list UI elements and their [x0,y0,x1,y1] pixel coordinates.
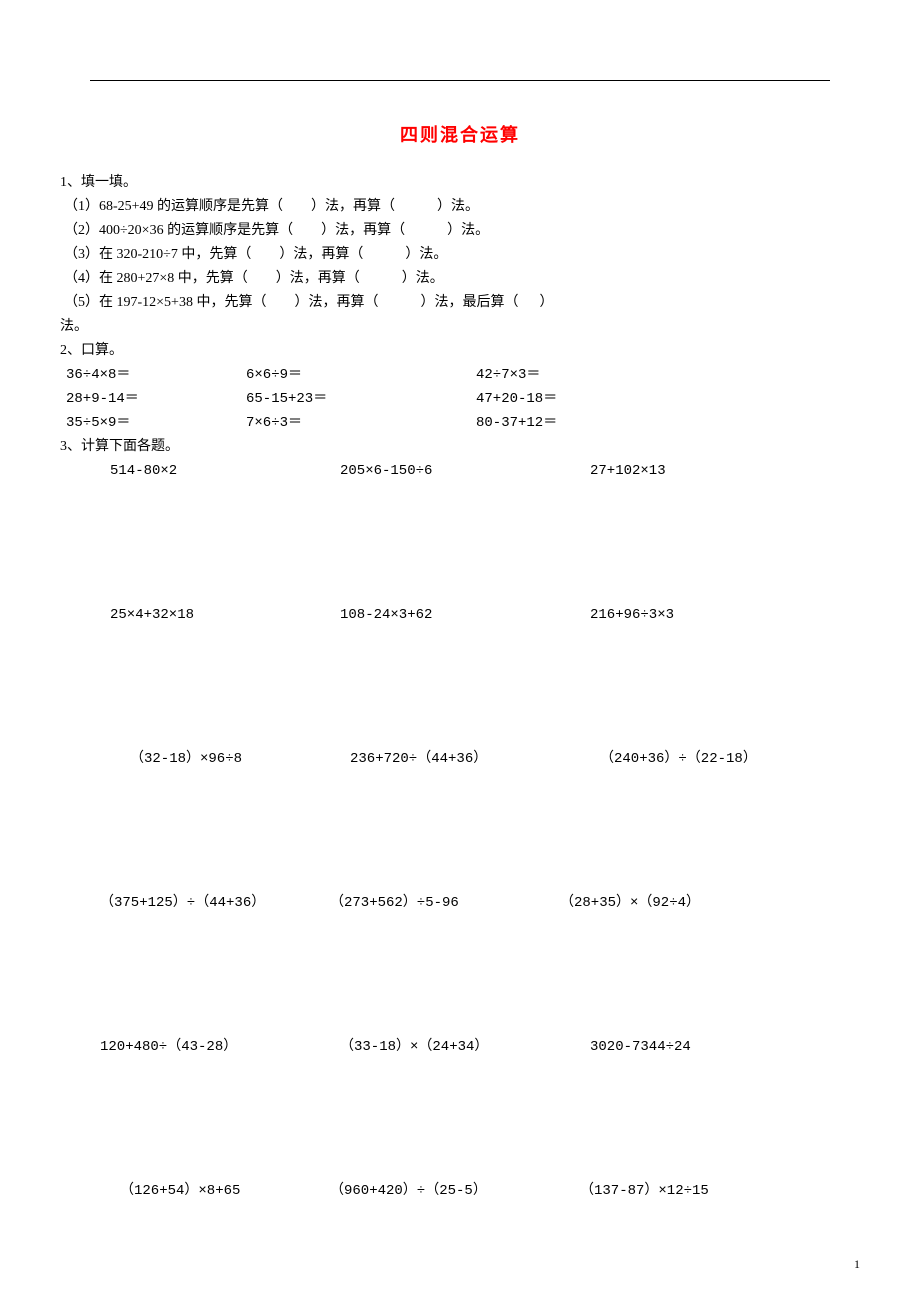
mm-1-3: 42÷7×3＝ [476,363,676,387]
mm-2-2: 65-15+23＝ [246,387,476,411]
c-1-1: 514-80×2 [110,459,340,483]
mm-2-1: 28+9-14＝ [66,387,246,411]
mm-3-1: 35÷5×9＝ [66,411,246,435]
mental-row-3: 35÷5×9＝ 7×6÷3＝ 80-37+12＝ [60,411,860,435]
compute-row-2: 25×4+32×18 108-24×3+62 216+96÷3×3 [60,603,860,627]
c-1-2: 205×6-150÷6 [340,459,590,483]
page-title: 四则混合运算 [60,121,860,147]
mm-1-1: 36÷4×8＝ [66,363,246,387]
fill-item-5b: 法。 [60,315,860,339]
c-4-2: （273+562）÷5-96 [330,891,560,915]
fill-item-4: （4）在 280+27×8 中，先算（ ）法，再算（ ）法。 [60,267,860,291]
c-5-1: 120+480÷（43-28） [100,1035,340,1059]
mm-3-3: 80-37+12＝ [476,411,676,435]
mm-3-2: 7×6÷3＝ [246,411,476,435]
mm-1-2: 6×6÷9＝ [246,363,476,387]
c-2-3: 216+96÷3×3 [590,603,820,627]
fill-item-3: （3）在 320-210÷7 中，先算（ ）法，再算（ ）法。 [60,243,860,267]
c-6-1: （126+54）×8+65 [120,1179,330,1203]
compute-row-6: （126+54）×8+65 （960+420）÷（25-5） （137-87）×… [60,1179,860,1203]
compute-row-3: （32-18）×96÷8 236+720÷（44+36） （240+36）÷（2… [60,747,860,771]
c-2-2: 108-24×3+62 [340,603,590,627]
compute-row-1: 514-80×2 205×6-150÷6 27+102×13 [60,459,860,483]
c-4-3: （28+35）×（92÷4） [560,891,790,915]
fill-item-2: （2）400÷20×36 的运算顺序是先算（ ）法，再算（ ）法。 [60,219,860,243]
compute-row-5: 120+480÷（43-28） （33-18）×（24+34） 3020-734… [60,1035,860,1059]
c-2-1: 25×4+32×18 [110,603,340,627]
c-6-2: （960+420）÷（25-5） [330,1179,580,1203]
fill-item-1: （1）68-25+49 的运算顺序是先算（ ）法，再算（ ）法。 [60,195,860,219]
mental-row-1: 36÷4×8＝ 6×6÷9＝ 42÷7×3＝ [60,363,860,387]
c-3-3: （240+36）÷（22-18） [600,747,830,771]
c-3-2: 236+720÷（44+36） [350,747,600,771]
mm-2-3: 47+20-18＝ [476,387,676,411]
c-5-2: （33-18）×（24+34） [340,1035,590,1059]
section-3-heading: 3、计算下面各题。 [60,435,860,459]
c-5-3: 3020-7344÷24 [590,1035,820,1059]
section-2-heading: 2、口算。 [60,339,860,363]
mental-row-2: 28+9-14＝ 65-15+23＝ 47+20-18＝ [60,387,860,411]
fill-item-5a: （5）在 197-12×5+38 中，先算（ ）法，再算（ ）法，最后算（ ） [60,291,860,315]
compute-row-4: （375+125）÷（44+36） （273+562）÷5-96 （28+35）… [60,891,860,915]
c-4-1: （375+125）÷（44+36） [100,891,330,915]
page-number: 1 [854,1257,860,1272]
c-3-1: （32-18）×96÷8 [130,747,350,771]
section-1-heading: 1、填一填。 [60,171,860,195]
top-rule [90,80,830,81]
c-1-3: 27+102×13 [590,459,820,483]
c-6-3: （137-87）×12÷15 [580,1179,810,1203]
